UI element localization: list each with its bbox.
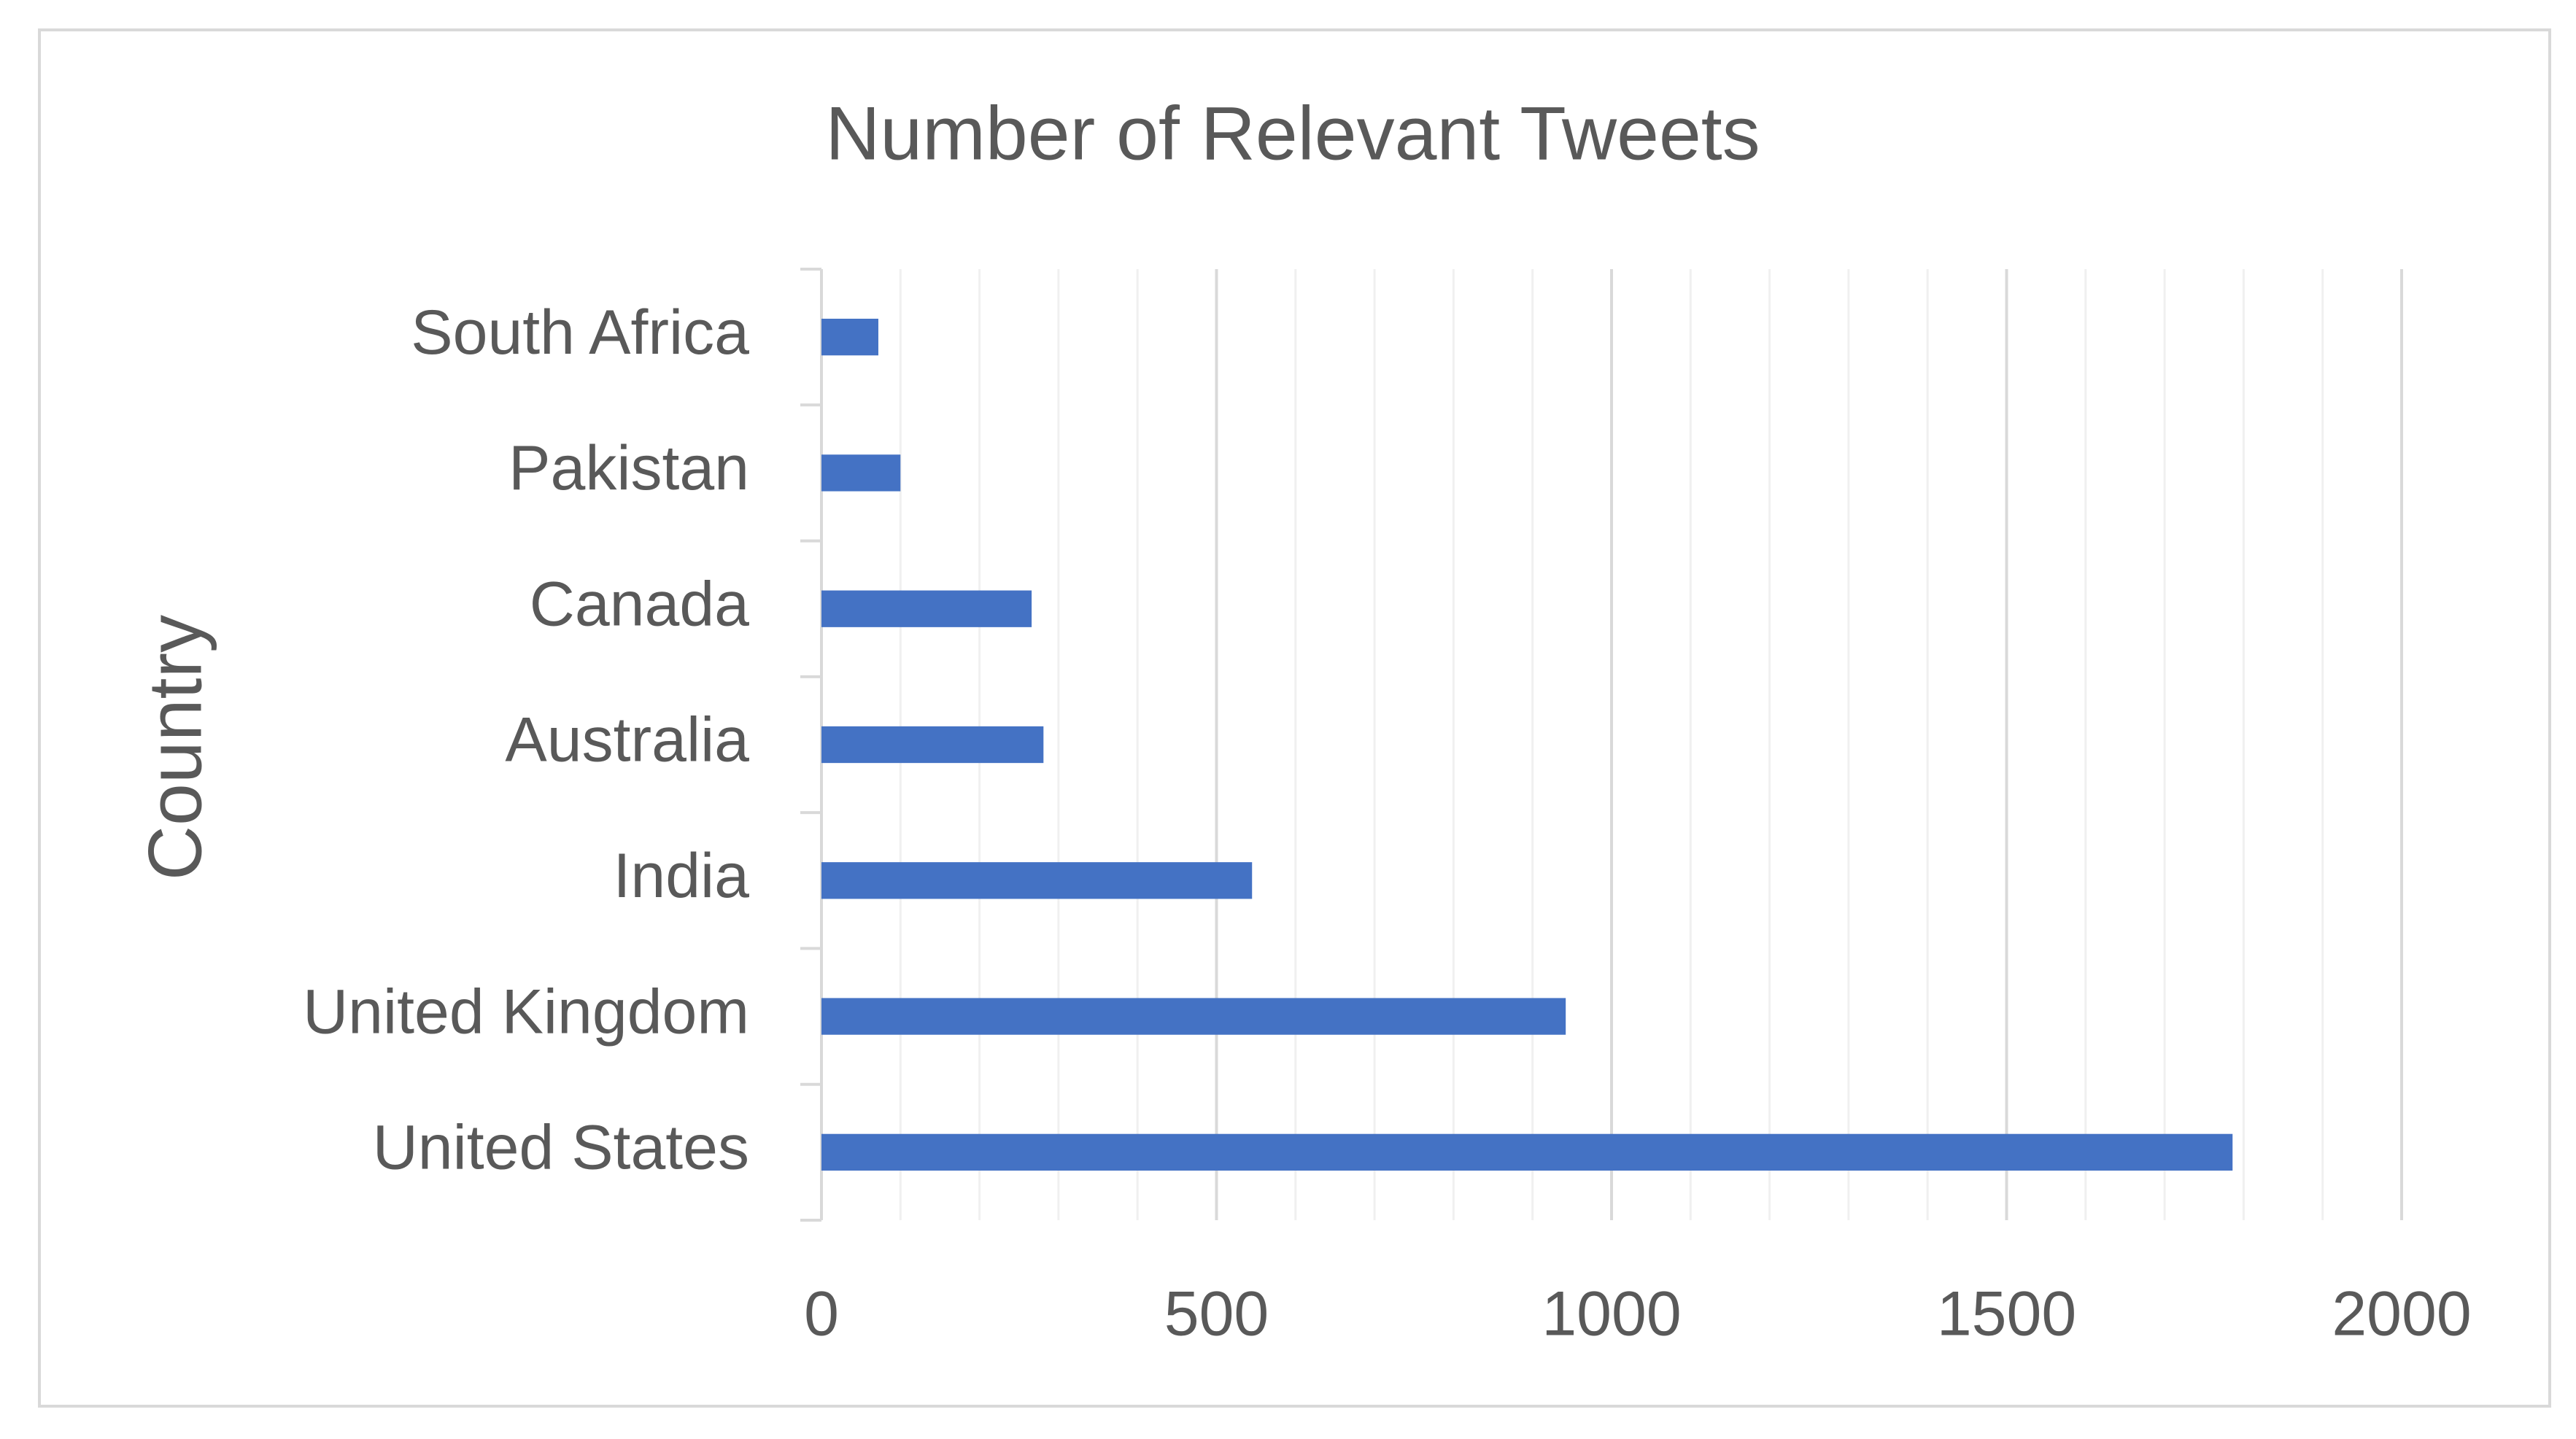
bar bbox=[821, 998, 1566, 1035]
x-tick-label: 0 bbox=[804, 1279, 839, 1349]
y-axis-title: Country bbox=[133, 615, 217, 880]
y-tick-label: United Kingdom bbox=[303, 977, 749, 1047]
x-tick-label: 2000 bbox=[2332, 1279, 2471, 1349]
bar bbox=[821, 1133, 2233, 1171]
bar bbox=[821, 726, 1044, 764]
y-tick-label: Canada bbox=[530, 569, 749, 639]
x-tick-label: 1000 bbox=[1542, 1279, 1681, 1349]
y-tick-label: United States bbox=[373, 1113, 749, 1183]
bar bbox=[821, 454, 901, 492]
x-tick-label: 1500 bbox=[1937, 1279, 2076, 1349]
y-tick-label: South Africa bbox=[411, 298, 749, 368]
y-tick-label: Australia bbox=[505, 705, 749, 775]
chart-title: Number of Relevant Tweets bbox=[825, 91, 1760, 176]
x-tick-label: 500 bbox=[1164, 1279, 1269, 1349]
y-tick-label: Pakistan bbox=[508, 433, 749, 503]
bar bbox=[821, 318, 878, 356]
bar bbox=[821, 590, 1032, 627]
bar bbox=[821, 862, 1253, 899]
y-tick-label: India bbox=[614, 841, 750, 911]
